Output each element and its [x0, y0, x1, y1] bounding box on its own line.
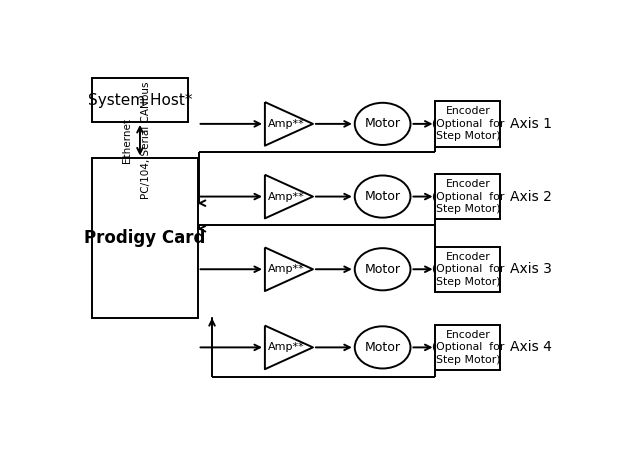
- Text: System Host*: System Host*: [87, 93, 192, 108]
- Text: Encoder
(Optional  for
Step Motor): Encoder (Optional for Step Motor): [432, 107, 504, 141]
- FancyBboxPatch shape: [92, 78, 188, 122]
- Text: Amp**: Amp**: [268, 192, 305, 202]
- FancyBboxPatch shape: [435, 101, 500, 147]
- Text: Axis 3: Axis 3: [510, 262, 552, 276]
- Text: Motor: Motor: [365, 190, 401, 203]
- Text: Axis 4: Axis 4: [510, 340, 552, 354]
- Text: Axis 2: Axis 2: [510, 190, 552, 203]
- Text: PC/104, Serial CANbus: PC/104, Serial CANbus: [141, 82, 151, 199]
- Text: Encoder
(Optional  for
Step Motor): Encoder (Optional for Step Motor): [432, 252, 504, 287]
- Text: Encoder
(Optional  for
Step Motor): Encoder (Optional for Step Motor): [432, 330, 504, 365]
- Text: Motor: Motor: [365, 341, 401, 354]
- Text: Motor: Motor: [365, 118, 401, 130]
- Text: Motor: Motor: [365, 263, 401, 276]
- FancyBboxPatch shape: [435, 174, 500, 219]
- Text: Amp**: Amp**: [268, 264, 305, 274]
- Text: Encoder
(Optional  for
Step Motor): Encoder (Optional for Step Motor): [432, 179, 504, 214]
- Text: Ethernet: Ethernet: [122, 118, 131, 163]
- FancyBboxPatch shape: [92, 159, 198, 318]
- FancyBboxPatch shape: [435, 325, 500, 370]
- Text: Prodigy Card: Prodigy Card: [84, 229, 205, 247]
- Text: Amp**: Amp**: [268, 342, 305, 353]
- FancyBboxPatch shape: [435, 246, 500, 292]
- Text: Amp**: Amp**: [268, 119, 305, 129]
- Text: Axis 1: Axis 1: [510, 117, 552, 131]
